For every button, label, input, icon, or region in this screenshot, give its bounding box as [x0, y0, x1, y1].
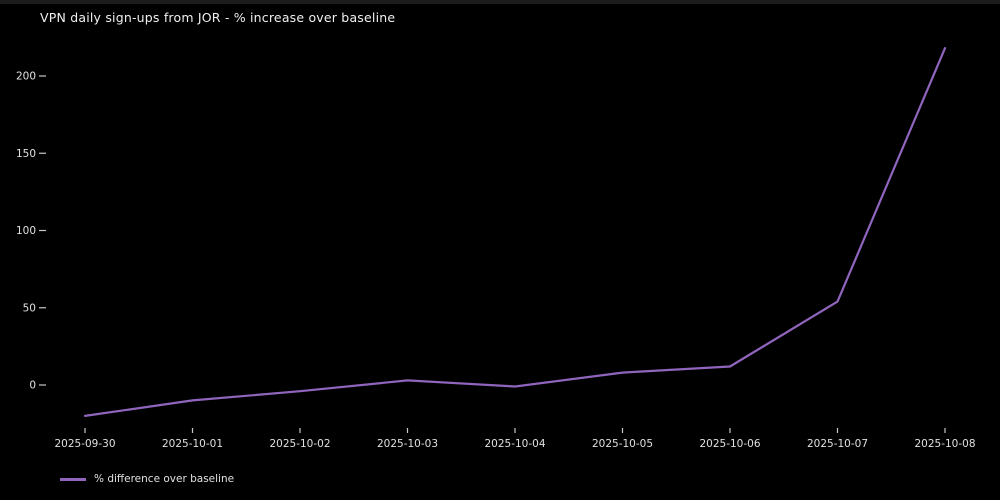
legend-series-label: % difference over baseline — [94, 473, 235, 485]
y-tick-label: 0 — [29, 380, 36, 392]
x-tick-label: 2025-10-07 — [807, 438, 868, 450]
chart-title: VPN daily sign-ups from JOR - % increase… — [40, 10, 396, 25]
x-tick-label: 2025-10-01 — [162, 438, 223, 450]
x-tick-label: 2025-10-03 — [377, 438, 438, 450]
y-tick-label: 50 — [23, 302, 36, 314]
window-edge-strip — [0, 0, 1000, 4]
x-tick-label: 2025-10-06 — [699, 438, 760, 450]
chart-legend: % difference over baseline — [60, 473, 234, 485]
x-tick-label: 2025-10-05 — [592, 438, 653, 450]
y-tick-label: 100 — [16, 225, 36, 237]
x-tick-label: 2025-10-08 — [914, 438, 975, 450]
y-tick-label: 200 — [16, 71, 36, 83]
y-tick-label: 150 — [16, 148, 36, 160]
x-tick-label: 2025-10-02 — [269, 438, 330, 450]
x-tick-label: 2025-09-30 — [54, 438, 115, 450]
data-series-line — [83, 47, 947, 417]
legend-line-swatch-icon — [60, 477, 86, 481]
x-tick-label: 2025-10-04 — [484, 438, 545, 450]
